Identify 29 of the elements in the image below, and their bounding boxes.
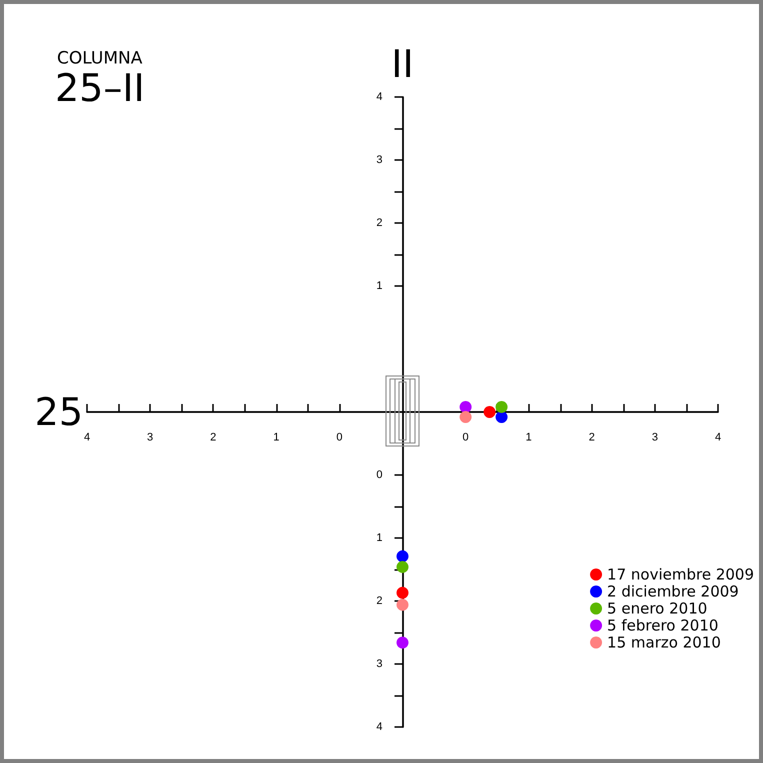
point <box>496 411 508 424</box>
x-tick-label: 4 <box>714 432 722 444</box>
y-tick-label: 3 <box>376 658 382 670</box>
y-tick-label: 2 <box>376 595 382 607</box>
legend-label: 5 febrero 2010 <box>607 616 718 634</box>
x-tick-label: 1 <box>526 432 532 444</box>
x-tick-label: 2 <box>588 432 595 444</box>
x-tick-label: 0 <box>462 432 469 444</box>
legend-label: 2 diciembre 2009 <box>607 582 739 600</box>
x-axis-title: 25 <box>34 390 83 434</box>
y-tick-label: 1 <box>376 532 382 544</box>
point <box>396 550 408 562</box>
point <box>396 598 408 611</box>
point <box>496 400 508 413</box>
legend-label: 17 noviembre 2009 <box>607 566 754 584</box>
y2-axis-title: II <box>391 42 414 86</box>
point <box>460 400 472 413</box>
point <box>396 560 408 573</box>
point <box>460 411 472 424</box>
legend-label: 15 marzo 2010 <box>607 634 721 652</box>
point <box>396 586 408 599</box>
legend-label: 5 enero 2010 <box>607 600 708 618</box>
point <box>396 636 408 649</box>
y-tick-label: 0 <box>376 469 382 481</box>
x-tick-label: 3 <box>652 432 658 444</box>
chart-title: COLUMNA <box>57 48 143 68</box>
chart-subtitle: 25–II <box>55 66 145 110</box>
point <box>484 406 496 418</box>
y-tick-label: 4 <box>376 721 382 733</box>
